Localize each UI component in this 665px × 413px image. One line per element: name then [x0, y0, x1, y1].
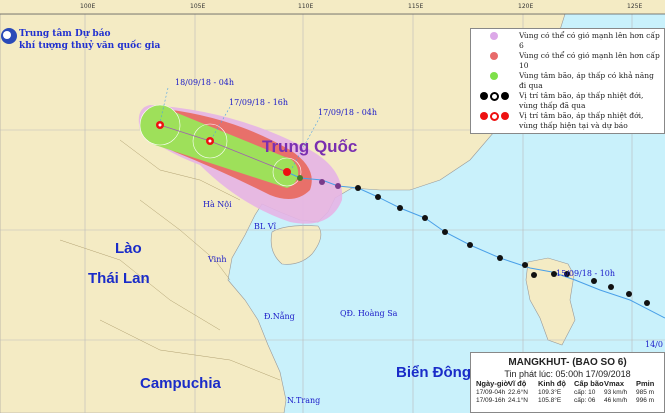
city-nhatrang: N.Trang: [287, 396, 321, 405]
logo: [1, 28, 17, 44]
city-hanoi: Hà Nội: [203, 200, 232, 209]
luzon-island: [525, 257, 576, 346]
past-positions: [319, 179, 650, 306]
sea-label: Biển Đông: [396, 364, 471, 381]
col-header: Pmin: [636, 379, 655, 388]
issued-time: Tin phát lúc: 05:00h 17/09/2018: [504, 369, 631, 379]
col-header: Cấp bão: [574, 379, 604, 388]
country-label-china: Trung Quốc: [262, 137, 358, 156]
forecast-time-label: 17/09/18 - 16h: [229, 98, 289, 107]
city-danang: Đ.Nẵng: [264, 312, 295, 321]
cell: 22.6°N: [508, 389, 528, 396]
country-label-cambodia: Campuchia: [140, 375, 221, 392]
storm-table: Ngày-giờ Vĩ độ Kinh độ Cấp bão Vmax Pmin…: [476, 379, 664, 405]
org-line2: khí tượng thuỷ văn quốc gia: [19, 41, 161, 51]
cone10-swatch-icon: [490, 52, 498, 60]
cell: 93 km/h: [604, 389, 628, 396]
lon-label: 100E: [80, 3, 96, 10]
city-hoangsa: QĐ. Hoàng Sa: [340, 309, 398, 318]
col-header: Ngày-giờ: [476, 379, 509, 388]
legend-label: Vùng tâm bão, áp thấp có khả năng đi qua: [519, 71, 654, 90]
org-line1: Trung tâm Dự báo: [19, 29, 111, 39]
lon-label: 110E: [298, 3, 314, 10]
cell: 46 km/h: [604, 397, 628, 404]
current-position-icons: [471, 111, 517, 121]
legend: Vùng có thể có gió mạnh lên hơn cấp 6 Vù…: [470, 28, 665, 134]
storm-name: MANGKHUT- (BAO SO 6): [508, 357, 627, 368]
legend-label: Vùng có thể có gió mạnh lên hơn cấp 10: [519, 51, 660, 70]
country-label-laos: Lào: [115, 240, 142, 257]
lon-label: 115E: [408, 3, 424, 10]
city-vinh: Vinh: [208, 255, 227, 264]
forecast-positions: [156, 121, 303, 181]
center-zone: [141, 106, 299, 188]
col-header: Vĩ độ: [508, 379, 527, 388]
forecast-time-label: 17/09/18 - 04h: [318, 108, 378, 117]
organization-name: Trung tâm Dự báo khí tượng thuỷ văn quốc…: [19, 28, 160, 52]
col-header: Kinh độ: [538, 379, 566, 388]
country-label-thailand: Thái Lan: [88, 270, 150, 287]
lon-label: 125E: [627, 3, 643, 10]
cell: 996 m: [636, 397, 655, 404]
lon-label: 120E: [518, 3, 534, 10]
cell: 105.8°E: [538, 397, 562, 404]
forecast-time-label: 18/09/18 - 04h: [175, 78, 235, 87]
center-zone-swatch-icon: [490, 72, 498, 80]
past-position-icons: [471, 91, 517, 101]
cell: 24.1°N: [508, 397, 528, 404]
legend-label: Vị trí tâm bão, áp thấp nhiệt đới, vùng …: [519, 111, 644, 130]
lon-label: 105E: [190, 3, 206, 10]
hainan-island: [270, 225, 322, 265]
cell: 17/09-04h: [476, 389, 506, 396]
storm-info-box: MANGKHUT- (BAO SO 6) Tin phát lúc: 05:00…: [470, 352, 665, 413]
city-bachlongvi: BL Vĩ: [254, 222, 277, 231]
cone6-swatch-icon: [490, 32, 498, 40]
cell: 17/09-16h: [476, 397, 506, 404]
legend-label: Vùng có thể có gió mạnh lên hơn cấp 6: [519, 31, 660, 50]
past-time-label: 14/0: [645, 340, 663, 349]
col-header: Vmax: [604, 379, 625, 388]
cell: 985 m: [636, 389, 655, 396]
past-time-label: 15/09/18 - 10h: [556, 269, 616, 278]
cell: 109.3°E: [538, 389, 562, 396]
cell: cấp: 10: [574, 389, 596, 396]
cell: cấp: 06: [574, 397, 596, 404]
legend-label: Vị trí tâm bão, áp thấp nhiệt đới, vùng …: [519, 91, 644, 110]
